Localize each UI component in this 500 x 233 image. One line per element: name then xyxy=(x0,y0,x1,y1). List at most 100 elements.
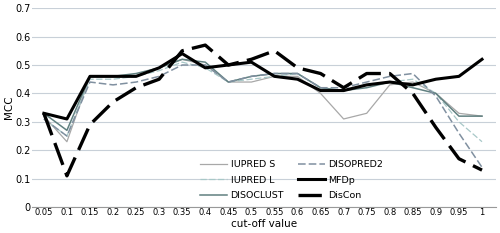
DISOPRED2 xyxy=(294,72,300,75)
DISOCLUST xyxy=(202,61,208,64)
IUPRED L xyxy=(226,81,232,83)
MFDp xyxy=(410,83,416,86)
DisCon xyxy=(226,64,232,66)
DisCon xyxy=(410,92,416,95)
IUPRED S xyxy=(179,58,185,61)
DISOPRED2 xyxy=(272,72,278,75)
IUPRED L xyxy=(248,78,254,81)
Legend: IUPRED S, IUPRED L, DISOCLUST, DISOPRED2, MFDp, DisCon: IUPRED S, IUPRED L, DISOCLUST, DISOPRED2… xyxy=(200,160,384,200)
Line: DISOCLUST: DISOCLUST xyxy=(44,59,482,130)
MFDp xyxy=(318,89,324,92)
DISOPRED2 xyxy=(248,75,254,78)
IUPRED L xyxy=(179,61,185,64)
DISOCLUST xyxy=(64,129,70,132)
DisCon xyxy=(41,112,47,115)
IUPRED S xyxy=(156,66,162,69)
MFDp xyxy=(41,112,47,115)
DISOPRED2 xyxy=(318,86,324,89)
DISOCLUST xyxy=(364,86,370,89)
IUPRED L xyxy=(318,86,324,89)
MFDp xyxy=(272,75,278,78)
DISOCLUST xyxy=(456,115,462,117)
Line: DISOPRED2: DISOPRED2 xyxy=(44,65,482,167)
DISOCLUST xyxy=(156,66,162,69)
MFDp xyxy=(294,78,300,81)
DISOPRED2 xyxy=(202,64,208,66)
Y-axis label: MCC: MCC xyxy=(4,96,14,120)
DISOPRED2 xyxy=(87,81,93,83)
IUPRED L xyxy=(387,81,393,83)
MFDp xyxy=(64,118,70,120)
DISOCLUST xyxy=(433,92,439,95)
Line: IUPRED S: IUPRED S xyxy=(44,59,482,142)
Line: IUPRED L: IUPRED L xyxy=(44,62,482,142)
DisCon xyxy=(294,66,300,69)
DISOCLUST xyxy=(410,86,416,89)
IUPRED L xyxy=(133,75,139,78)
MFDp xyxy=(387,81,393,83)
DISOPRED2 xyxy=(433,95,439,98)
DisCon xyxy=(156,78,162,81)
MFDp xyxy=(133,75,139,78)
IUPRED L xyxy=(294,72,300,75)
IUPRED S xyxy=(110,75,116,78)
DISOPRED2 xyxy=(64,135,70,137)
MFDp xyxy=(479,58,485,61)
IUPRED L xyxy=(156,69,162,72)
IUPRED S xyxy=(87,75,93,78)
MFDp xyxy=(156,66,162,69)
MFDp xyxy=(110,75,116,78)
IUPRED L xyxy=(456,120,462,123)
IUPRED S xyxy=(133,75,139,78)
IUPRED S xyxy=(433,92,439,95)
DISOPRED2 xyxy=(479,166,485,169)
IUPRED S xyxy=(410,81,416,83)
DisCon xyxy=(110,100,116,103)
DISOPRED2 xyxy=(456,132,462,135)
DISOCLUST xyxy=(110,75,116,78)
DISOPRED2 xyxy=(41,118,47,120)
MFDp xyxy=(456,75,462,78)
DisCon xyxy=(340,86,346,89)
IUPRED S xyxy=(248,81,254,83)
IUPRED L xyxy=(87,78,93,81)
IUPRED L xyxy=(479,140,485,143)
MFDp xyxy=(226,64,232,66)
DISOCLUST xyxy=(41,112,47,115)
DISOCLUST xyxy=(87,75,93,78)
DISOPRED2 xyxy=(133,81,139,83)
DisCon xyxy=(248,58,254,61)
DisCon xyxy=(387,72,393,75)
X-axis label: cut-off value: cut-off value xyxy=(231,219,297,229)
DisCon xyxy=(133,86,139,89)
IUPRED S xyxy=(456,112,462,115)
DISOPRED2 xyxy=(410,72,416,75)
DISOCLUST xyxy=(226,81,232,83)
IUPRED S xyxy=(272,75,278,78)
IUPRED S xyxy=(41,115,47,117)
DISOPRED2 xyxy=(387,75,393,78)
IUPRED L xyxy=(110,78,116,81)
IUPRED L xyxy=(364,83,370,86)
DisCon xyxy=(433,126,439,129)
DISOCLUST xyxy=(479,115,485,117)
DISOPRED2 xyxy=(226,81,232,83)
DISOCLUST xyxy=(387,81,393,83)
DisCon xyxy=(456,157,462,160)
IUPRED S xyxy=(364,112,370,115)
IUPRED S xyxy=(318,92,324,95)
DISOCLUST xyxy=(179,58,185,61)
MFDp xyxy=(87,75,93,78)
MFDp xyxy=(202,66,208,69)
DISOCLUST xyxy=(133,72,139,75)
DISOPRED2 xyxy=(156,75,162,78)
DISOCLUST xyxy=(340,89,346,92)
IUPRED L xyxy=(433,92,439,95)
DisCon xyxy=(64,175,70,177)
IUPRED L xyxy=(410,78,416,81)
IUPRED S xyxy=(479,115,485,117)
DisCon xyxy=(318,72,324,75)
MFDp xyxy=(364,83,370,86)
DISOPRED2 xyxy=(364,81,370,83)
MFDp xyxy=(340,89,346,92)
